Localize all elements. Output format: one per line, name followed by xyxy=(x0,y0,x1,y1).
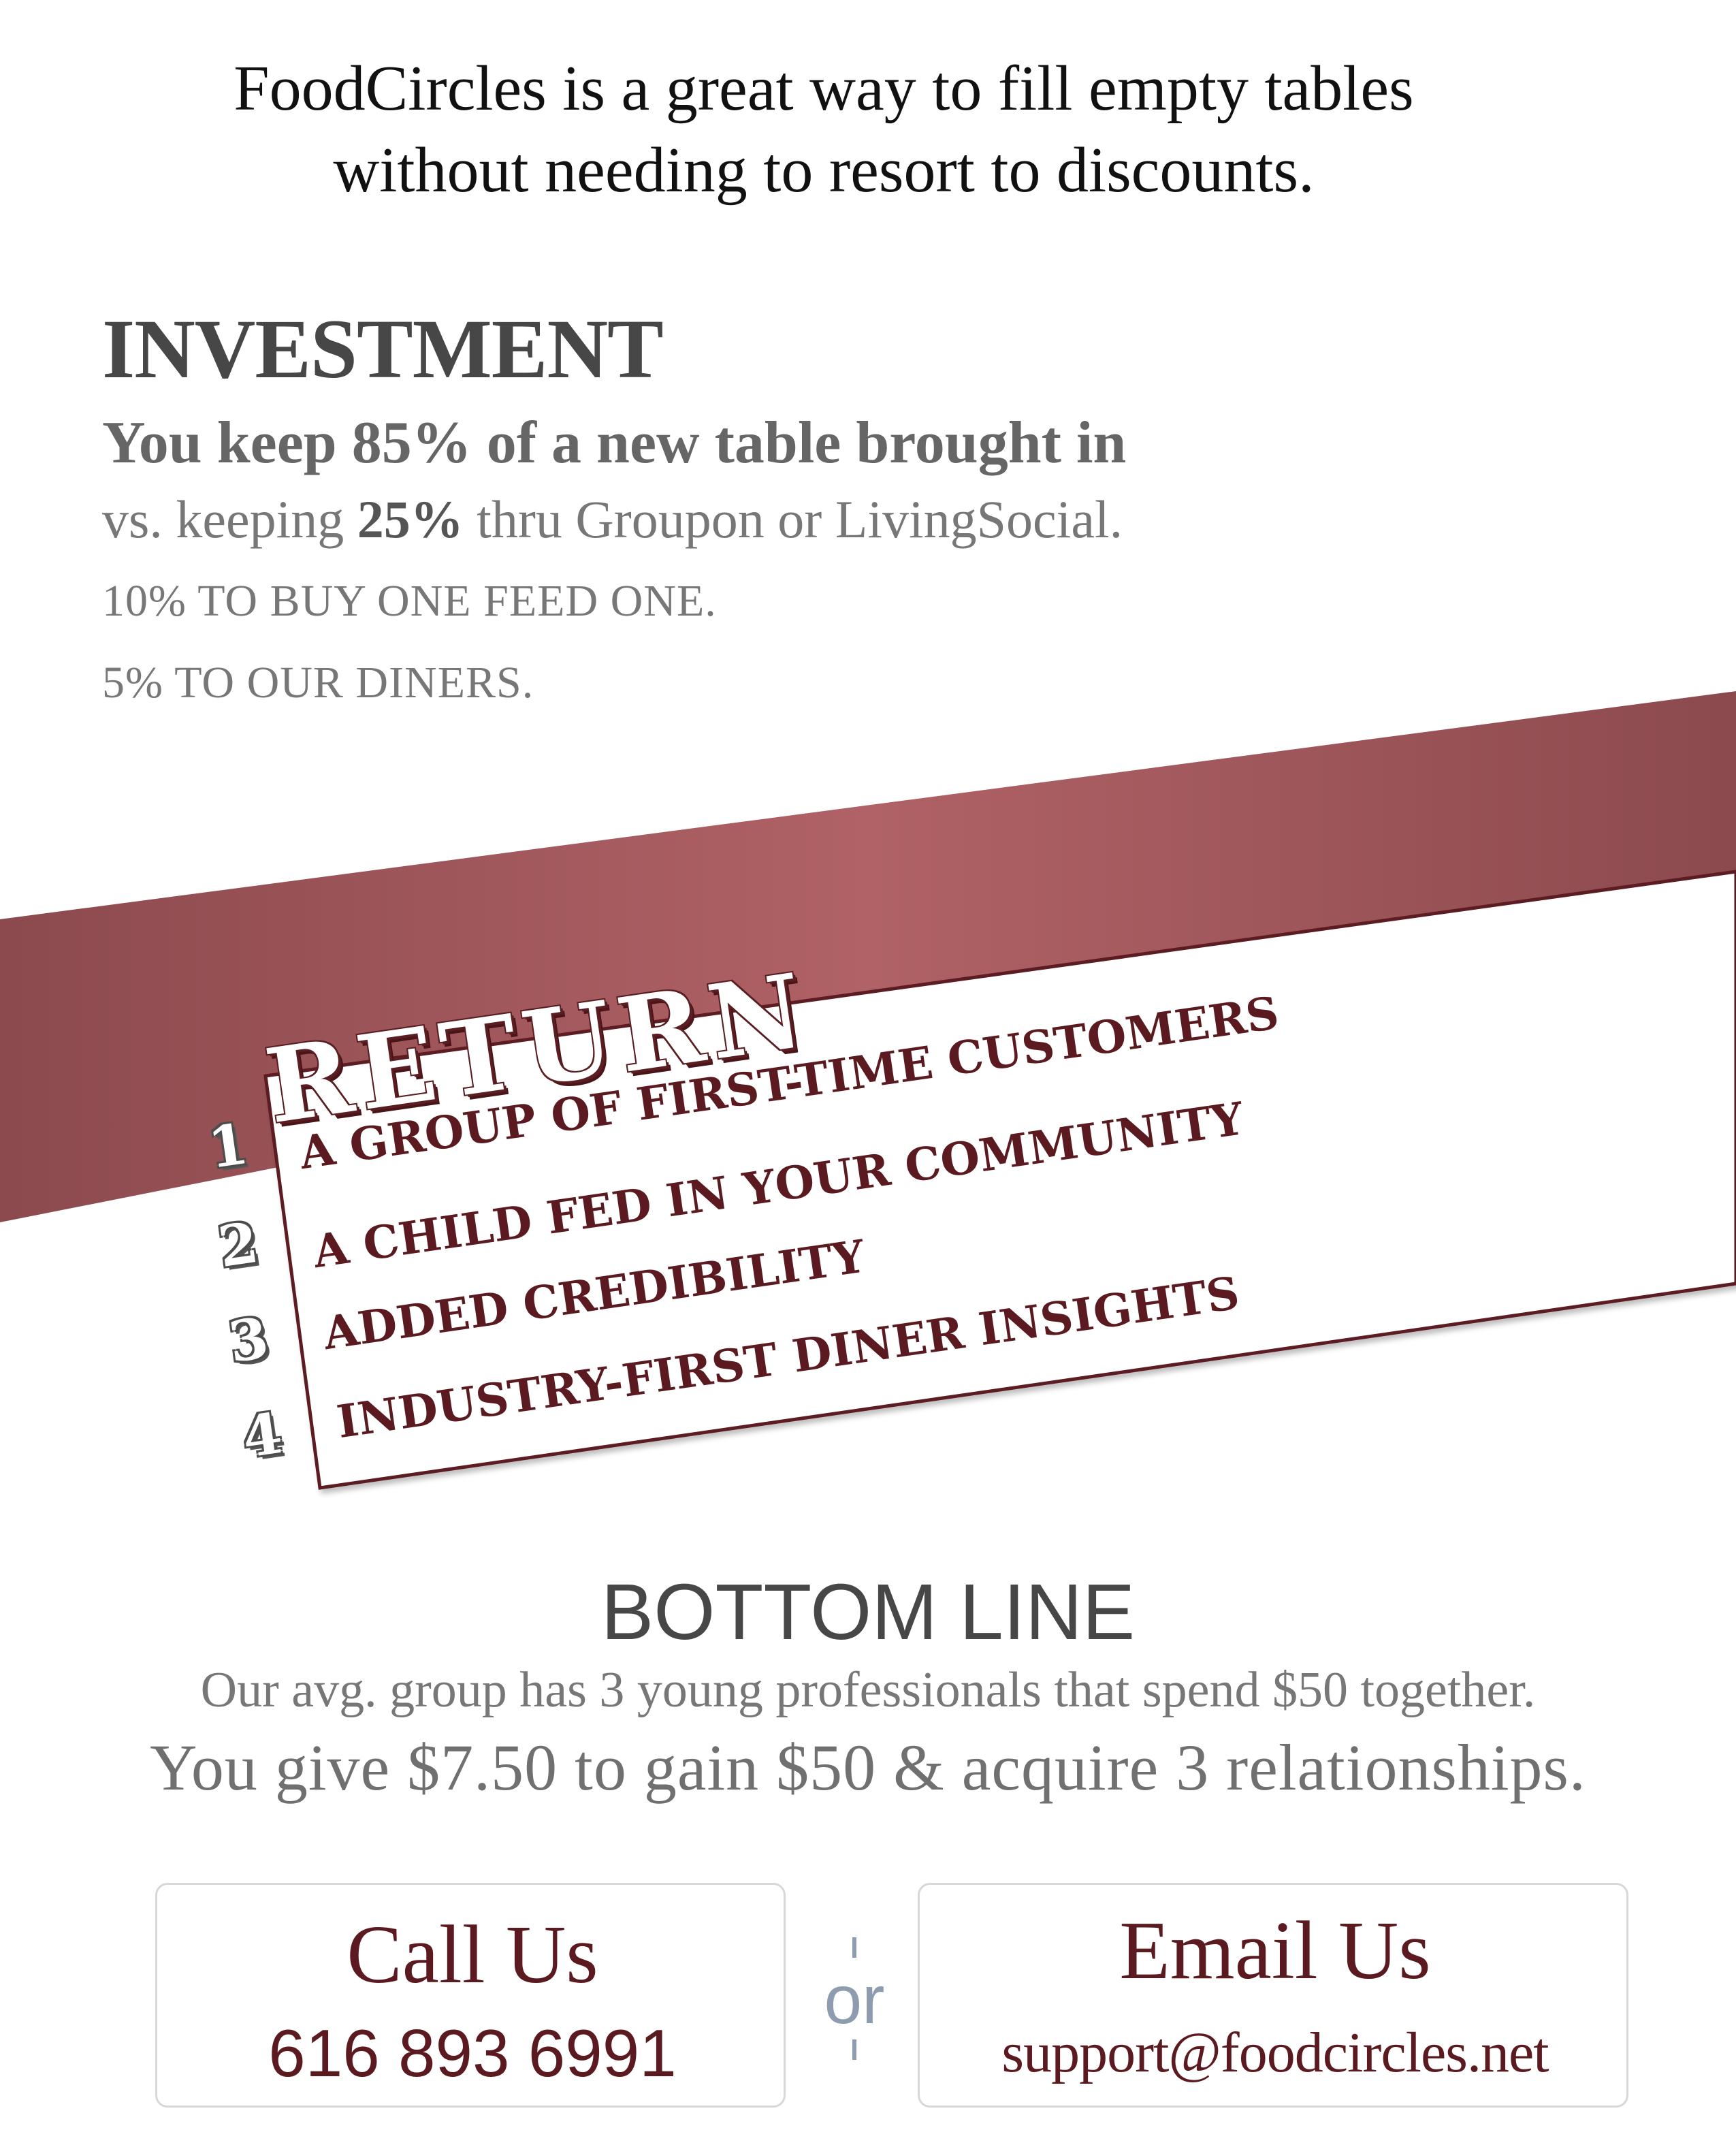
or-label: or xyxy=(824,1962,885,2038)
email-us-card[interactable]: Email Us support@foodcircles.net xyxy=(918,1883,1628,2108)
phone-number[interactable]: 616 893 6991 xyxy=(268,2016,677,2091)
comparison-percent: 25% xyxy=(357,490,464,549)
call-us-card[interactable]: Call Us 616 893 6991 xyxy=(155,1883,786,2108)
investment-feed-line: 10% TO BUY ONE FEED ONE. xyxy=(102,576,717,626)
intro-line-2: without needing to resort to discounts. xyxy=(333,135,1315,206)
investment-title: INVESTMENT xyxy=(102,302,664,396)
investment-headline: You keep 85% of a new table brought in xyxy=(102,410,1127,476)
bottom-line-title: BOTTOM LINE xyxy=(600,1568,1136,1656)
or-separator: or xyxy=(817,1937,892,2060)
comparison-prefix: vs. keeping xyxy=(102,490,357,549)
email-us-title: Email Us xyxy=(1119,1905,1431,1997)
or-separator-top-bar xyxy=(852,1937,856,1958)
bottom-line-subtitle: Our avg. group has 3 young professionals… xyxy=(200,1662,1536,1718)
call-us-title: Call Us xyxy=(347,1909,598,2001)
email-address[interactable]: support@foodcircles.net xyxy=(1001,2021,1549,2084)
intro-line-1: FoodCircles is a great way to fill empty… xyxy=(234,53,1414,124)
intro-text: FoodCircles is a great way to fill empty… xyxy=(0,48,1647,211)
return-card xyxy=(263,870,1736,1490)
comparison-suffix: thru Groupon or LivingSocial. xyxy=(463,490,1123,549)
bottom-line-main: You give $7.50 to gain $50 & acquire 3 r… xyxy=(150,1731,1586,1804)
investment-diners-line: 5% TO OUR DINERS. xyxy=(102,658,534,708)
investment-comparison: vs. keeping 25% thru Groupon or LivingSo… xyxy=(102,489,1123,550)
or-separator-bottom-bar xyxy=(852,2039,856,2060)
